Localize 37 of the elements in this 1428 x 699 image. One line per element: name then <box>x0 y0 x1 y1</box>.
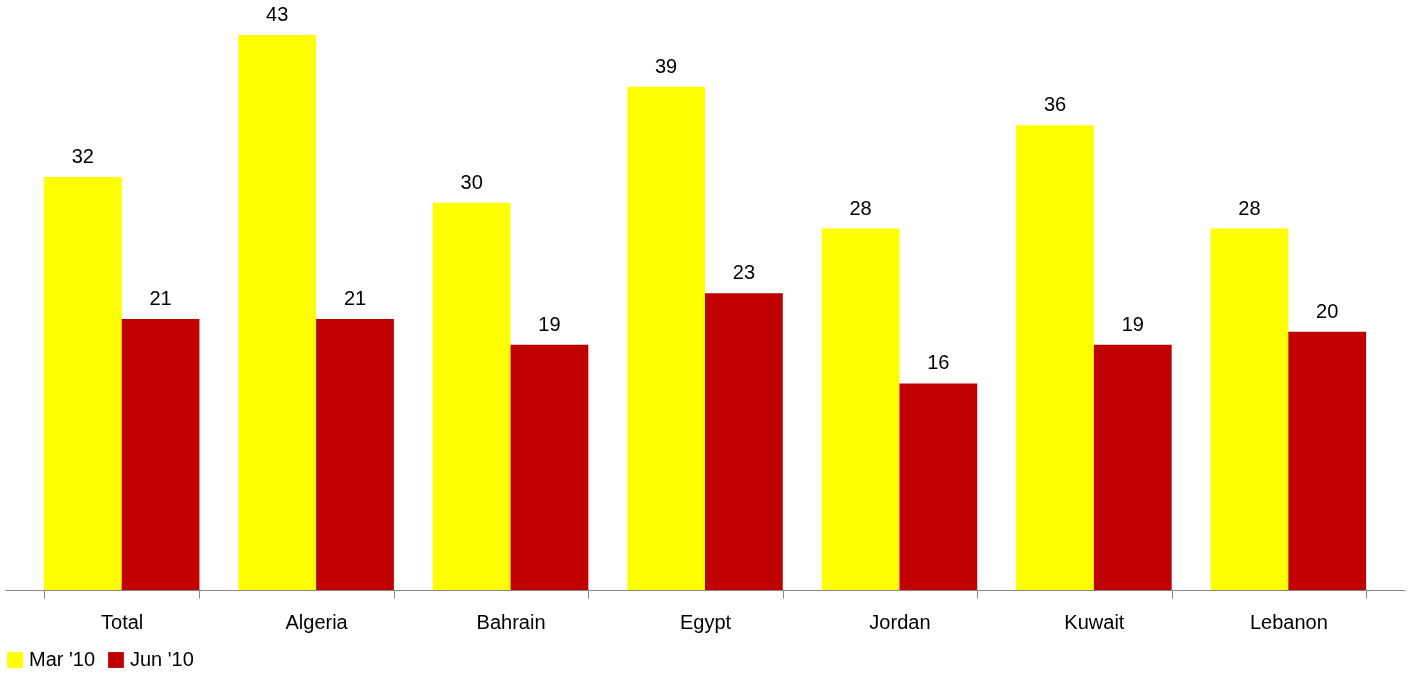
data-label: 30 <box>460 170 483 193</box>
data-label: 19 <box>1121 312 1144 335</box>
bar <box>1288 331 1367 590</box>
bar <box>899 383 978 590</box>
data-label: 21 <box>343 286 367 309</box>
data-label: 23 <box>732 261 756 284</box>
legend-label: Mar '10 <box>29 648 96 670</box>
bar <box>1210 228 1289 590</box>
x-tick-label: Egypt <box>679 610 732 633</box>
data-label: 16 <box>927 351 950 374</box>
bar <box>705 293 783 590</box>
data-label: 39 <box>654 54 678 77</box>
x-tick-label: Algeria <box>285 610 349 633</box>
bar <box>1093 344 1172 590</box>
data-label: 21 <box>149 286 172 309</box>
x-tick-label: Jordan <box>869 610 931 633</box>
bar <box>821 228 900 590</box>
data-label: 36 <box>1043 93 1067 116</box>
bar <box>627 86 705 590</box>
data-label: 19 <box>538 312 561 335</box>
bar <box>238 35 317 590</box>
legend-label: Jun '10 <box>130 648 194 670</box>
x-tick-label: Bahrain <box>476 610 546 633</box>
data-label: 28 <box>849 196 872 219</box>
bar <box>510 344 589 590</box>
x-tick-label: Lebanon <box>1249 610 1328 633</box>
bar <box>121 318 200 590</box>
bar <box>432 202 511 590</box>
data-label: 20 <box>1316 299 1339 322</box>
bar <box>43 176 122 590</box>
data-label: 28 <box>1238 196 1261 219</box>
x-tick-label: Kuwait <box>1064 610 1125 633</box>
data-label: 32 <box>71 144 94 167</box>
data-label: 43 <box>266 3 289 25</box>
bar <box>316 318 394 590</box>
bar <box>1016 125 1094 590</box>
x-tick-label: Total <box>101 610 144 633</box>
